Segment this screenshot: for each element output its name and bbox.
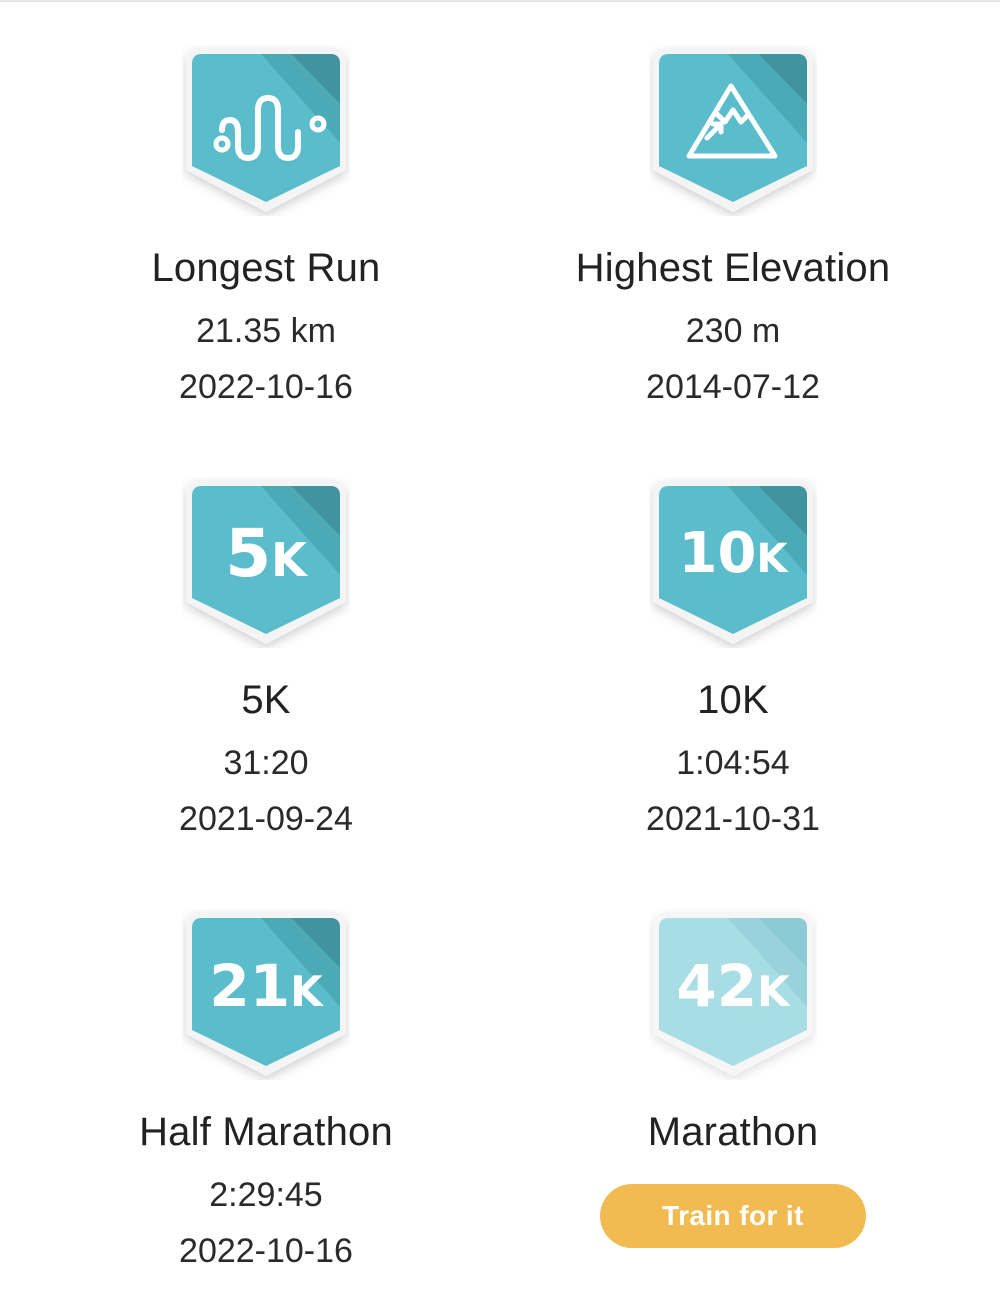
record-title: 5K	[241, 678, 291, 722]
21k-badge-icon: 21K	[182, 908, 350, 1080]
badge-number: 42	[676, 952, 757, 1020]
record-half-marathon[interactable]: 21K Half Marathon 2:29:45 2022-10-16	[16, 864, 516, 1294]
record-5k[interactable]: 5K 5K 31:20 2021-09-24	[16, 432, 516, 862]
svg-text:5K: 5K	[225, 515, 309, 592]
record-longest-run[interactable]: Longest Run 21.35 km 2022-10-16	[16, 0, 516, 430]
record-marathon[interactable]: 42K Marathon Train for it	[483, 864, 983, 1294]
record-date: 2021-09-24	[179, 800, 353, 838]
badge-number: 21	[209, 952, 290, 1020]
record-date: 2022-10-16	[179, 1232, 353, 1270]
record-date: 2021-10-31	[646, 800, 820, 838]
record-title: Marathon	[647, 1110, 819, 1154]
record-value: 21.35 km	[196, 312, 336, 350]
record-value: 1:04:54	[676, 744, 790, 782]
badge-unit: K	[290, 967, 324, 1016]
record-highest-elevation[interactable]: Highest Elevation 230 m 2014-07-12	[483, 0, 983, 430]
train-for-it-button[interactable]: Train for it	[600, 1184, 866, 1248]
badge-number: 10	[679, 521, 757, 586]
record-title: Half Marathon	[139, 1110, 393, 1154]
svg-text:42K: 42K	[676, 952, 791, 1020]
5k-badge-icon: 5K	[182, 476, 350, 648]
42k-badge-icon: 42K	[649, 908, 817, 1080]
badge-unit: K	[271, 533, 309, 587]
badge-number: 5	[225, 515, 271, 592]
badge-unit: K	[756, 536, 789, 582]
10k-badge-icon: 10K	[649, 476, 817, 648]
record-10k[interactable]: 10K 10K 1:04:54 2021-10-31	[483, 432, 983, 862]
top-divider	[0, 0, 1000, 2]
record-value: 31:20	[223, 744, 309, 782]
record-date: 2014-07-12	[646, 368, 820, 406]
mountain-icon	[649, 44, 817, 216]
svg-text:10K: 10K	[679, 521, 790, 586]
record-value: 2:29:45	[209, 1176, 323, 1214]
record-date: 2022-10-16	[179, 368, 353, 406]
badge-unit: K	[757, 967, 791, 1016]
winding-route-icon	[182, 44, 350, 216]
record-title: Highest Elevation	[575, 246, 891, 290]
record-title: Longest Run	[151, 246, 381, 290]
record-value: 230 m	[685, 312, 781, 350]
record-title: 10K	[697, 678, 769, 722]
svg-text:21K: 21K	[209, 952, 324, 1020]
